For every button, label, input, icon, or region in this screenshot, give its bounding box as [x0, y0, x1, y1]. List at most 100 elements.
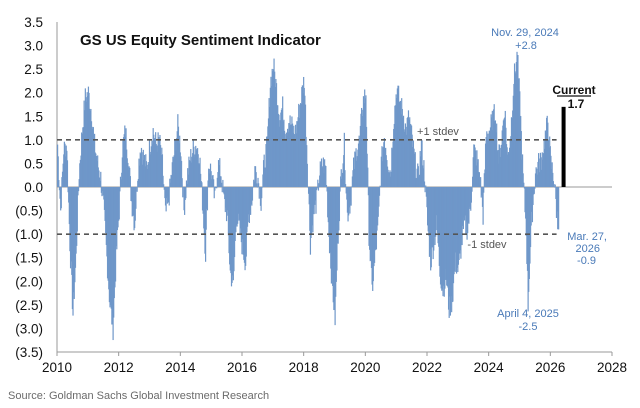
sentiment-bar [163, 187, 165, 190]
sentiment-bar [191, 156, 193, 187]
sentiment-bar [287, 132, 289, 187]
sentiment-bar [219, 176, 221, 187]
sentiment-bar [422, 168, 424, 187]
sentiment-bar [112, 187, 114, 341]
sentiment-bar [270, 86, 273, 187]
sentiment-bar [100, 171, 102, 187]
sentiment-bar [301, 87, 303, 187]
sentiment-bar [370, 187, 372, 261]
sentiment-bar [118, 187, 120, 220]
sentiment-bar [399, 100, 402, 187]
y-tick-label: (2.0) [15, 274, 43, 289]
sentiment-bar [74, 187, 77, 268]
sentiment-bar [73, 187, 75, 299]
sentiment-bar [145, 161, 147, 187]
sentiment-bar [541, 169, 543, 187]
sentiment-bar [211, 175, 213, 187]
sentiment-bar [119, 176, 122, 187]
latest-date-line2: 2026 [576, 243, 600, 255]
sentiment-bar [148, 140, 151, 187]
sentiment-bar [488, 139, 490, 187]
sentiment-bar [521, 159, 523, 187]
sentiment-bar [190, 162, 193, 187]
sentiment-bar [304, 104, 307, 187]
sentiment-bar [404, 123, 406, 187]
sentiment-bar [229, 187, 231, 265]
sentiment-bar [415, 178, 418, 187]
sentiment-bar [405, 126, 407, 187]
sentiment-bar [287, 128, 289, 187]
sentiment-bar [129, 167, 131, 187]
sentiment-bar [159, 145, 162, 187]
sentiment-bar [384, 148, 386, 187]
sentiment-bar [319, 161, 321, 187]
sentiment-bar [465, 187, 468, 222]
sentiment-bar [386, 166, 389, 187]
sentiment-bar [147, 162, 149, 187]
sentiment-bar [290, 124, 292, 187]
sentiment-bar [350, 187, 352, 206]
sentiment-bar [250, 187, 252, 205]
sentiment-bar [229, 187, 231, 271]
sentiment-bar [418, 176, 420, 187]
sentiment-bar [177, 114, 179, 187]
sentiment-bar [300, 103, 302, 187]
sentiment-bar [354, 151, 356, 187]
sentiment-bar [556, 187, 558, 212]
sentiment-bar [125, 128, 127, 187]
sentiment-bar [505, 127, 507, 187]
sentiment-bar [268, 98, 270, 187]
sentiment-bar [203, 187, 205, 235]
sentiment-bar [468, 187, 470, 224]
sentiment-bar [446, 187, 448, 287]
sentiment-bar [454, 187, 456, 253]
sentiment-bar [373, 187, 375, 267]
sentiment-bar [451, 187, 453, 303]
sentiment-bar [343, 155, 345, 187]
sentiment-bar [144, 166, 146, 187]
sentiment-bar [396, 88, 398, 187]
sentiment-bar [84, 110, 86, 187]
sentiment-bar [407, 110, 410, 187]
sentiment-bar [235, 187, 237, 233]
sentiment-bar [326, 187, 328, 192]
sentiment-bar [260, 187, 262, 211]
sentiment-bar [167, 187, 169, 197]
sentiment-bar [391, 147, 393, 187]
y-tick-label: (3.5) [15, 345, 43, 360]
sentiment-bar [547, 122, 549, 187]
sentiment-bar [78, 179, 80, 187]
sentiment-bar [423, 160, 425, 187]
sentiment-bar [324, 165, 326, 187]
sentiment-bar [127, 162, 129, 187]
sentiment-bar [199, 157, 201, 187]
sentiment-bar [220, 176, 222, 187]
sentiment-bar [322, 157, 324, 187]
sentiment-bar [332, 187, 334, 303]
sentiment-bar [250, 187, 252, 215]
sentiment-bar [359, 137, 361, 187]
sentiment-bar [438, 187, 440, 247]
sentiment-bar [410, 124, 412, 187]
sentiment-bar [256, 187, 258, 188]
sentiment-bar [303, 87, 305, 187]
sentiment-bar [484, 169, 486, 187]
sentiment-bar [421, 140, 423, 187]
sentiment-bar [174, 140, 176, 187]
sentiment-bar [74, 187, 76, 283]
sentiment-bar [101, 187, 103, 197]
sentiment-bar [169, 182, 172, 187]
sentiment-bar [111, 187, 113, 325]
sentiment-bar [158, 139, 160, 187]
sentiment-bar [441, 187, 443, 291]
sentiment-bar [129, 176, 131, 187]
sentiment-bar [383, 138, 386, 187]
sentiment-bar [71, 187, 73, 275]
sentiment-bar [333, 187, 335, 311]
sentiment-bar [550, 155, 552, 187]
sentiment-bar [451, 187, 453, 313]
sentiment-bar [345, 187, 347, 194]
sentiment-bar [510, 136, 512, 187]
sentiment-bar [550, 169, 553, 187]
sentiment-bar [164, 187, 167, 206]
